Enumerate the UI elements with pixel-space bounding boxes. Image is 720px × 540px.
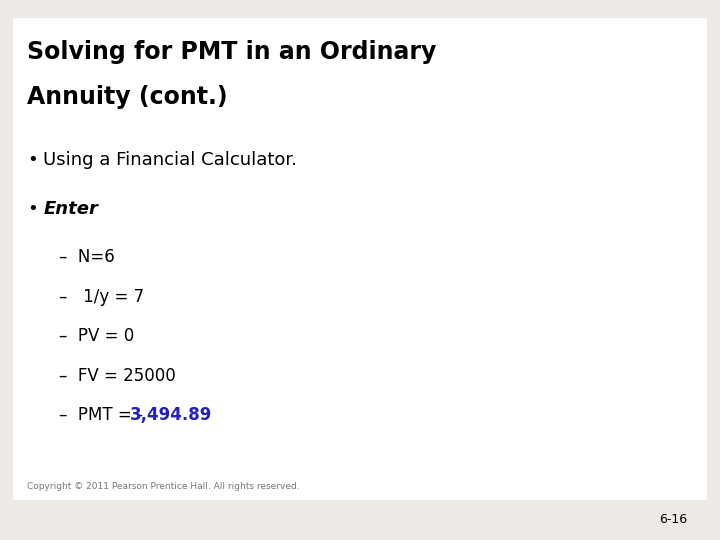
Text: Enter: Enter	[43, 200, 98, 218]
Text: Using a Financial Calculator.: Using a Financial Calculator.	[43, 151, 297, 169]
Text: 6-16: 6-16	[659, 513, 687, 526]
Text: –  FV = 25000: – FV = 25000	[59, 367, 176, 384]
Text: –  PV = 0: – PV = 0	[59, 327, 135, 345]
Text: –  N=6: – N=6	[59, 248, 114, 266]
Text: •: •	[27, 200, 38, 218]
Text: Solving for PMT in an Ordinary: Solving for PMT in an Ordinary	[27, 40, 437, 64]
Text: –  PMT = -: – PMT = -	[59, 406, 143, 424]
Text: •: •	[27, 151, 38, 169]
Text: –   1/y = 7: – 1/y = 7	[59, 288, 144, 306]
Text: Copyright © 2011 Pearson Prentice Hall. All rights reserved.: Copyright © 2011 Pearson Prentice Hall. …	[27, 482, 300, 491]
Text: Annuity (cont.): Annuity (cont.)	[27, 85, 228, 109]
Text: 3,494.89: 3,494.89	[130, 406, 212, 424]
